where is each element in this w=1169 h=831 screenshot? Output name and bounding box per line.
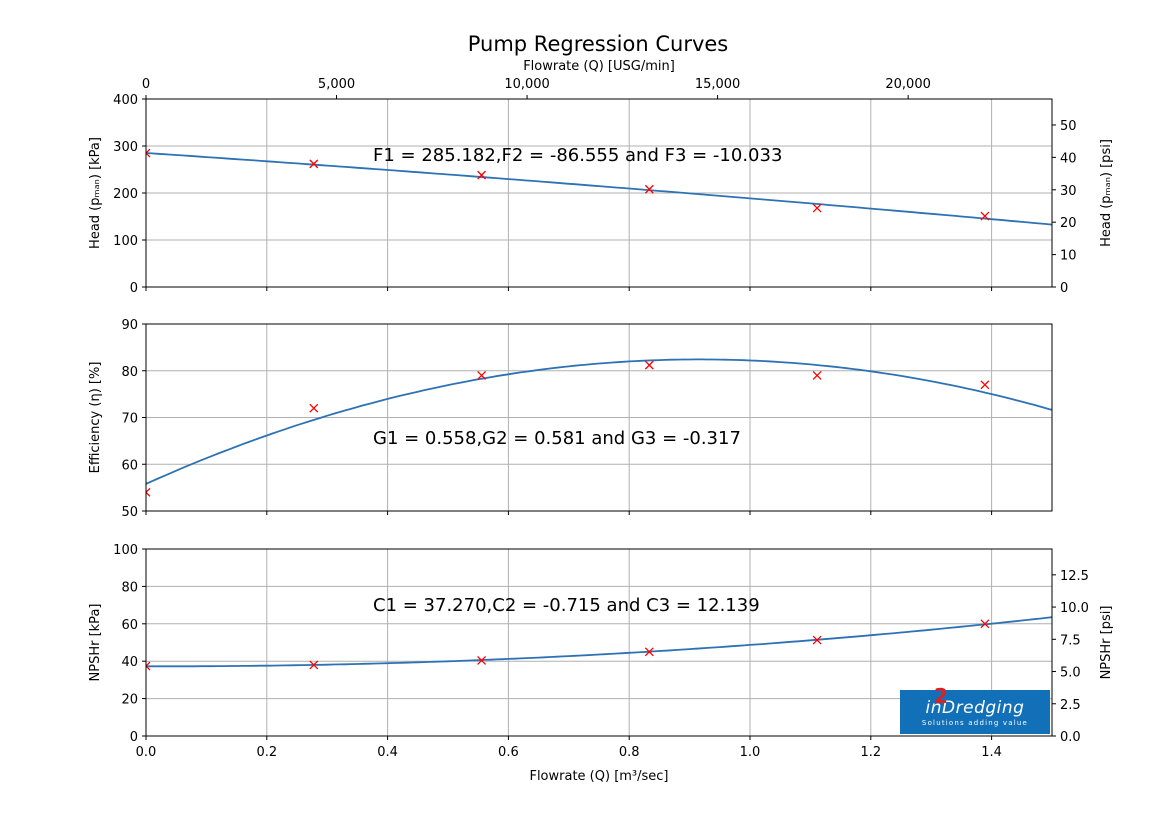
top-x-tick-label: 15,000 — [695, 77, 741, 92]
panel-frame — [145, 548, 1053, 737]
right-y-tick-label: 5.0 — [1060, 666, 1081, 681]
right-y-tick-label: 10.0 — [1060, 601, 1089, 616]
right-y-tick-label: 7.5 — [1060, 633, 1081, 648]
x-tick-label: 0.4 — [377, 745, 398, 760]
fit-annotation: C1 = 37.270,C2 = -0.715 and C3 = 12.139 — [373, 595, 760, 616]
right-y-tick-label: 30 — [1060, 184, 1077, 199]
measured-point — [644, 184, 654, 194]
top-x-tick-label: 0 — [142, 77, 150, 92]
measured-point — [980, 619, 990, 629]
fit-annotation: F1 = 285.182,F2 = -86.555 and F3 = -10.0… — [373, 145, 782, 166]
right-y-tick-label: 50 — [1060, 119, 1077, 134]
right-y-axis-label: Head (pₘₐₙ) [psi] — [1099, 139, 1114, 247]
x-tick-label: 0.8 — [619, 745, 640, 760]
right-y-tick-label: 0 — [1060, 281, 1068, 296]
fit-annotation: G1 = 0.558,G2 = 0.581 and G3 = -0.317 — [373, 428, 741, 449]
x-axis-label: Flowrate (Q) [m³/sec] — [529, 769, 668, 784]
right-y-tick-label: 12.5 — [1060, 569, 1089, 584]
right-y-tick-label: 2.5 — [1060, 698, 1081, 713]
measured-point — [477, 370, 487, 380]
measured-point — [980, 211, 990, 221]
fit-curve — [146, 152, 1052, 226]
y-tick-label: 50 — [121, 505, 138, 520]
measured-point — [146, 148, 151, 158]
measured-point — [812, 635, 822, 645]
y-axis-label: Head (pₘₐₙ) [kPa] — [88, 137, 103, 249]
right-y-tick-label: 40 — [1060, 151, 1077, 166]
y-tick-label: 20 — [121, 693, 138, 708]
x-tick-label: 1.4 — [981, 745, 1002, 760]
x-tick-label: 1.0 — [740, 745, 761, 760]
x-tick-label: 0.6 — [498, 745, 519, 760]
y-tick-label: 80 — [121, 365, 138, 380]
measured-point — [644, 360, 654, 370]
y-tick-label: 80 — [121, 580, 138, 595]
x-tick-label: 1.2 — [860, 745, 881, 760]
y-axis-label: NPSHr [kPa] — [88, 604, 103, 682]
top-x-tick-label: 10,000 — [504, 77, 550, 92]
right-y-tick-label: 10 — [1060, 249, 1077, 264]
right-y-tick-label: 20 — [1060, 216, 1077, 231]
top-x-axis-label: Flowrate (Q) [USG/min] — [523, 59, 675, 74]
x-tick-label: 0.0 — [136, 745, 157, 760]
chart-title: Pump Regression Curves — [468, 32, 729, 56]
measured-point — [309, 660, 319, 670]
y-tick-label: 100 — [113, 543, 138, 558]
top-x-tick-label: 20,000 — [885, 77, 931, 92]
measured-point — [309, 159, 319, 169]
y-tick-label: 400 — [113, 93, 138, 108]
y-tick-label: 100 — [113, 234, 138, 249]
measured-point — [309, 403, 319, 413]
x-tick-label: 0.2 — [256, 745, 277, 760]
in2dredging-logo: in 2 Dredging Solutions adding value — [900, 684, 1050, 734]
panel-frame — [145, 323, 1053, 512]
y-tick-label: 40 — [121, 655, 138, 670]
measured-point — [812, 370, 822, 380]
fit-curve — [146, 616, 1052, 668]
measured-point — [146, 487, 151, 497]
measured-point — [644, 647, 654, 657]
measured-point — [980, 380, 990, 390]
y-tick-label: 0 — [130, 730, 138, 745]
right-y-tick-label: 0.0 — [1060, 730, 1081, 745]
y-axis-label: Efficiency (η) [%] — [88, 362, 103, 474]
fit-curve — [146, 358, 1052, 485]
y-tick-label: 300 — [113, 140, 138, 155]
top-x-tick-label: 5,000 — [318, 77, 355, 92]
measured-point — [146, 661, 151, 671]
measured-point — [477, 170, 487, 180]
y-tick-label: 0 — [130, 281, 138, 296]
y-tick-label: 200 — [113, 187, 138, 202]
measured-point — [477, 655, 487, 665]
y-tick-label: 60 — [121, 618, 138, 633]
measured-point — [812, 203, 822, 213]
y-tick-label: 60 — [121, 458, 138, 473]
right-y-axis-label: NPSHr [psi] — [1099, 606, 1114, 680]
panel-frame — [145, 98, 1053, 288]
y-tick-label: 90 — [121, 318, 138, 333]
y-tick-label: 70 — [121, 412, 138, 427]
